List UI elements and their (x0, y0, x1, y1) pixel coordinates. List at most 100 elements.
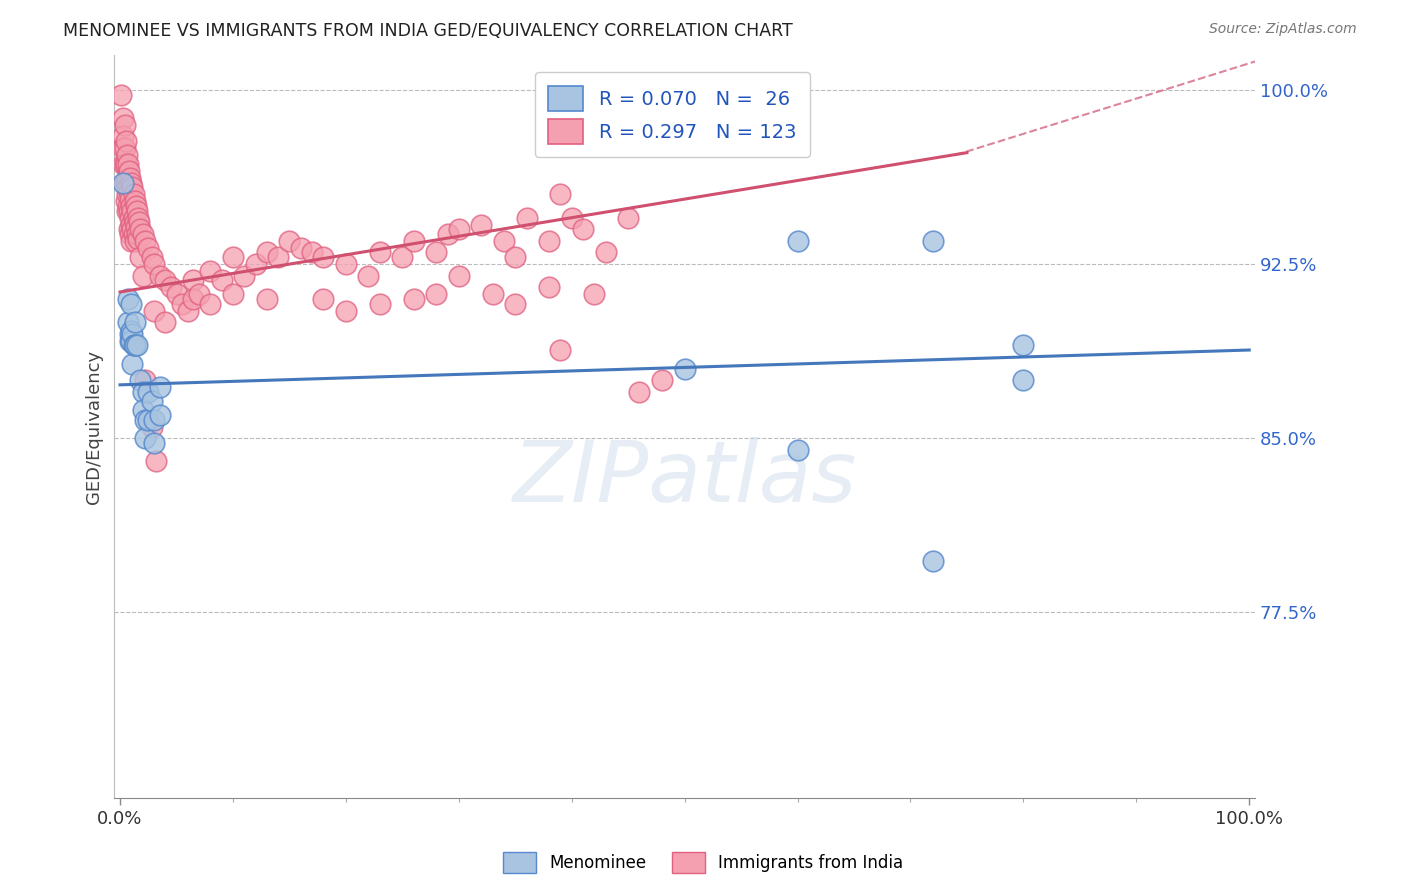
Y-axis label: GED/Equivalency: GED/Equivalency (86, 350, 103, 504)
Point (122, 187, 145, 202)
Point (357, 268, 380, 283)
Point (118, 185, 141, 199)
Point (211, 273, 233, 287)
Point (166, 287, 188, 301)
Point (120, 218, 142, 232)
Point (120, 211, 142, 225)
Point (129, 373, 152, 387)
Point (136, 384, 159, 399)
Point (120, 227, 142, 241)
Point (160, 280, 183, 294)
Point (120, 176, 142, 190)
Point (114, 194, 136, 209)
Point (200, 296, 222, 310)
Legend: Menominee, Immigrants from India: Menominee, Immigrants from India (496, 846, 910, 880)
Point (148, 408, 170, 422)
Point (115, 187, 138, 202)
Point (124, 234, 146, 248)
Point (572, 222, 595, 236)
Point (142, 303, 165, 318)
Point (148, 268, 170, 283)
Point (402, 234, 425, 248)
Point (142, 436, 165, 450)
Point (550, 187, 572, 202)
Point (245, 257, 267, 271)
Point (183, 273, 205, 287)
Point (628, 384, 651, 399)
Point (1012, 338, 1035, 352)
Point (125, 219, 148, 234)
Point (290, 241, 312, 255)
Point (447, 268, 470, 283)
Point (278, 234, 301, 248)
Point (120, 296, 142, 310)
Point (118, 203, 141, 218)
Point (121, 203, 143, 218)
Point (114, 157, 136, 171)
Point (134, 234, 156, 248)
Text: MENOMINEE VS IMMIGRANTS FROM INDIA GED/EQUIVALENCY CORRELATION CHART: MENOMINEE VS IMMIGRANTS FROM INDIA GED/E… (63, 22, 793, 40)
Point (425, 245, 447, 260)
Point (122, 227, 145, 241)
Point (256, 245, 278, 260)
Point (118, 164, 141, 178)
Point (131, 384, 153, 399)
Point (481, 287, 503, 301)
Point (447, 222, 470, 236)
Point (148, 380, 170, 394)
Point (118, 222, 141, 236)
Point (516, 211, 538, 225)
Point (122, 338, 145, 352)
Legend: R = 0.070   N =  26, R = 0.297   N = 123: R = 0.070 N = 26, R = 0.297 N = 123 (534, 72, 810, 157)
Point (120, 234, 142, 248)
Point (470, 218, 492, 232)
Point (436, 227, 458, 241)
Point (134, 412, 156, 426)
Point (112, 129, 135, 144)
Point (120, 326, 142, 341)
Point (651, 373, 673, 387)
Point (127, 211, 149, 225)
Point (117, 315, 139, 329)
Point (425, 287, 447, 301)
Point (335, 257, 357, 271)
Point (595, 245, 617, 260)
Point (233, 268, 256, 283)
Point (117, 180, 139, 194)
Point (127, 231, 149, 245)
Point (177, 303, 200, 318)
Point (561, 211, 583, 225)
Point (312, 292, 335, 306)
Point (120, 199, 142, 213)
Point (617, 211, 640, 225)
Point (114, 134, 136, 148)
Point (120, 334, 142, 348)
Point (115, 148, 138, 162)
Point (922, 554, 945, 568)
Point (131, 227, 153, 241)
Point (121, 357, 143, 371)
Point (312, 250, 335, 264)
Point (115, 203, 138, 218)
Point (124, 338, 146, 352)
Point (131, 403, 153, 417)
Point (188, 287, 211, 301)
Point (172, 296, 194, 310)
Point (115, 171, 138, 186)
Text: Source: ZipAtlas.com: Source: ZipAtlas.com (1209, 22, 1357, 37)
Point (183, 292, 205, 306)
Point (136, 241, 159, 255)
Point (134, 373, 156, 387)
Point (141, 394, 163, 409)
Point (335, 303, 357, 318)
Point (673, 361, 696, 376)
Point (136, 412, 159, 426)
Point (121, 222, 143, 236)
Point (124, 315, 146, 329)
Point (120, 334, 142, 348)
Point (112, 111, 135, 125)
Point (134, 431, 156, 445)
Point (142, 257, 165, 271)
Point (112, 157, 135, 171)
Point (114, 118, 136, 132)
